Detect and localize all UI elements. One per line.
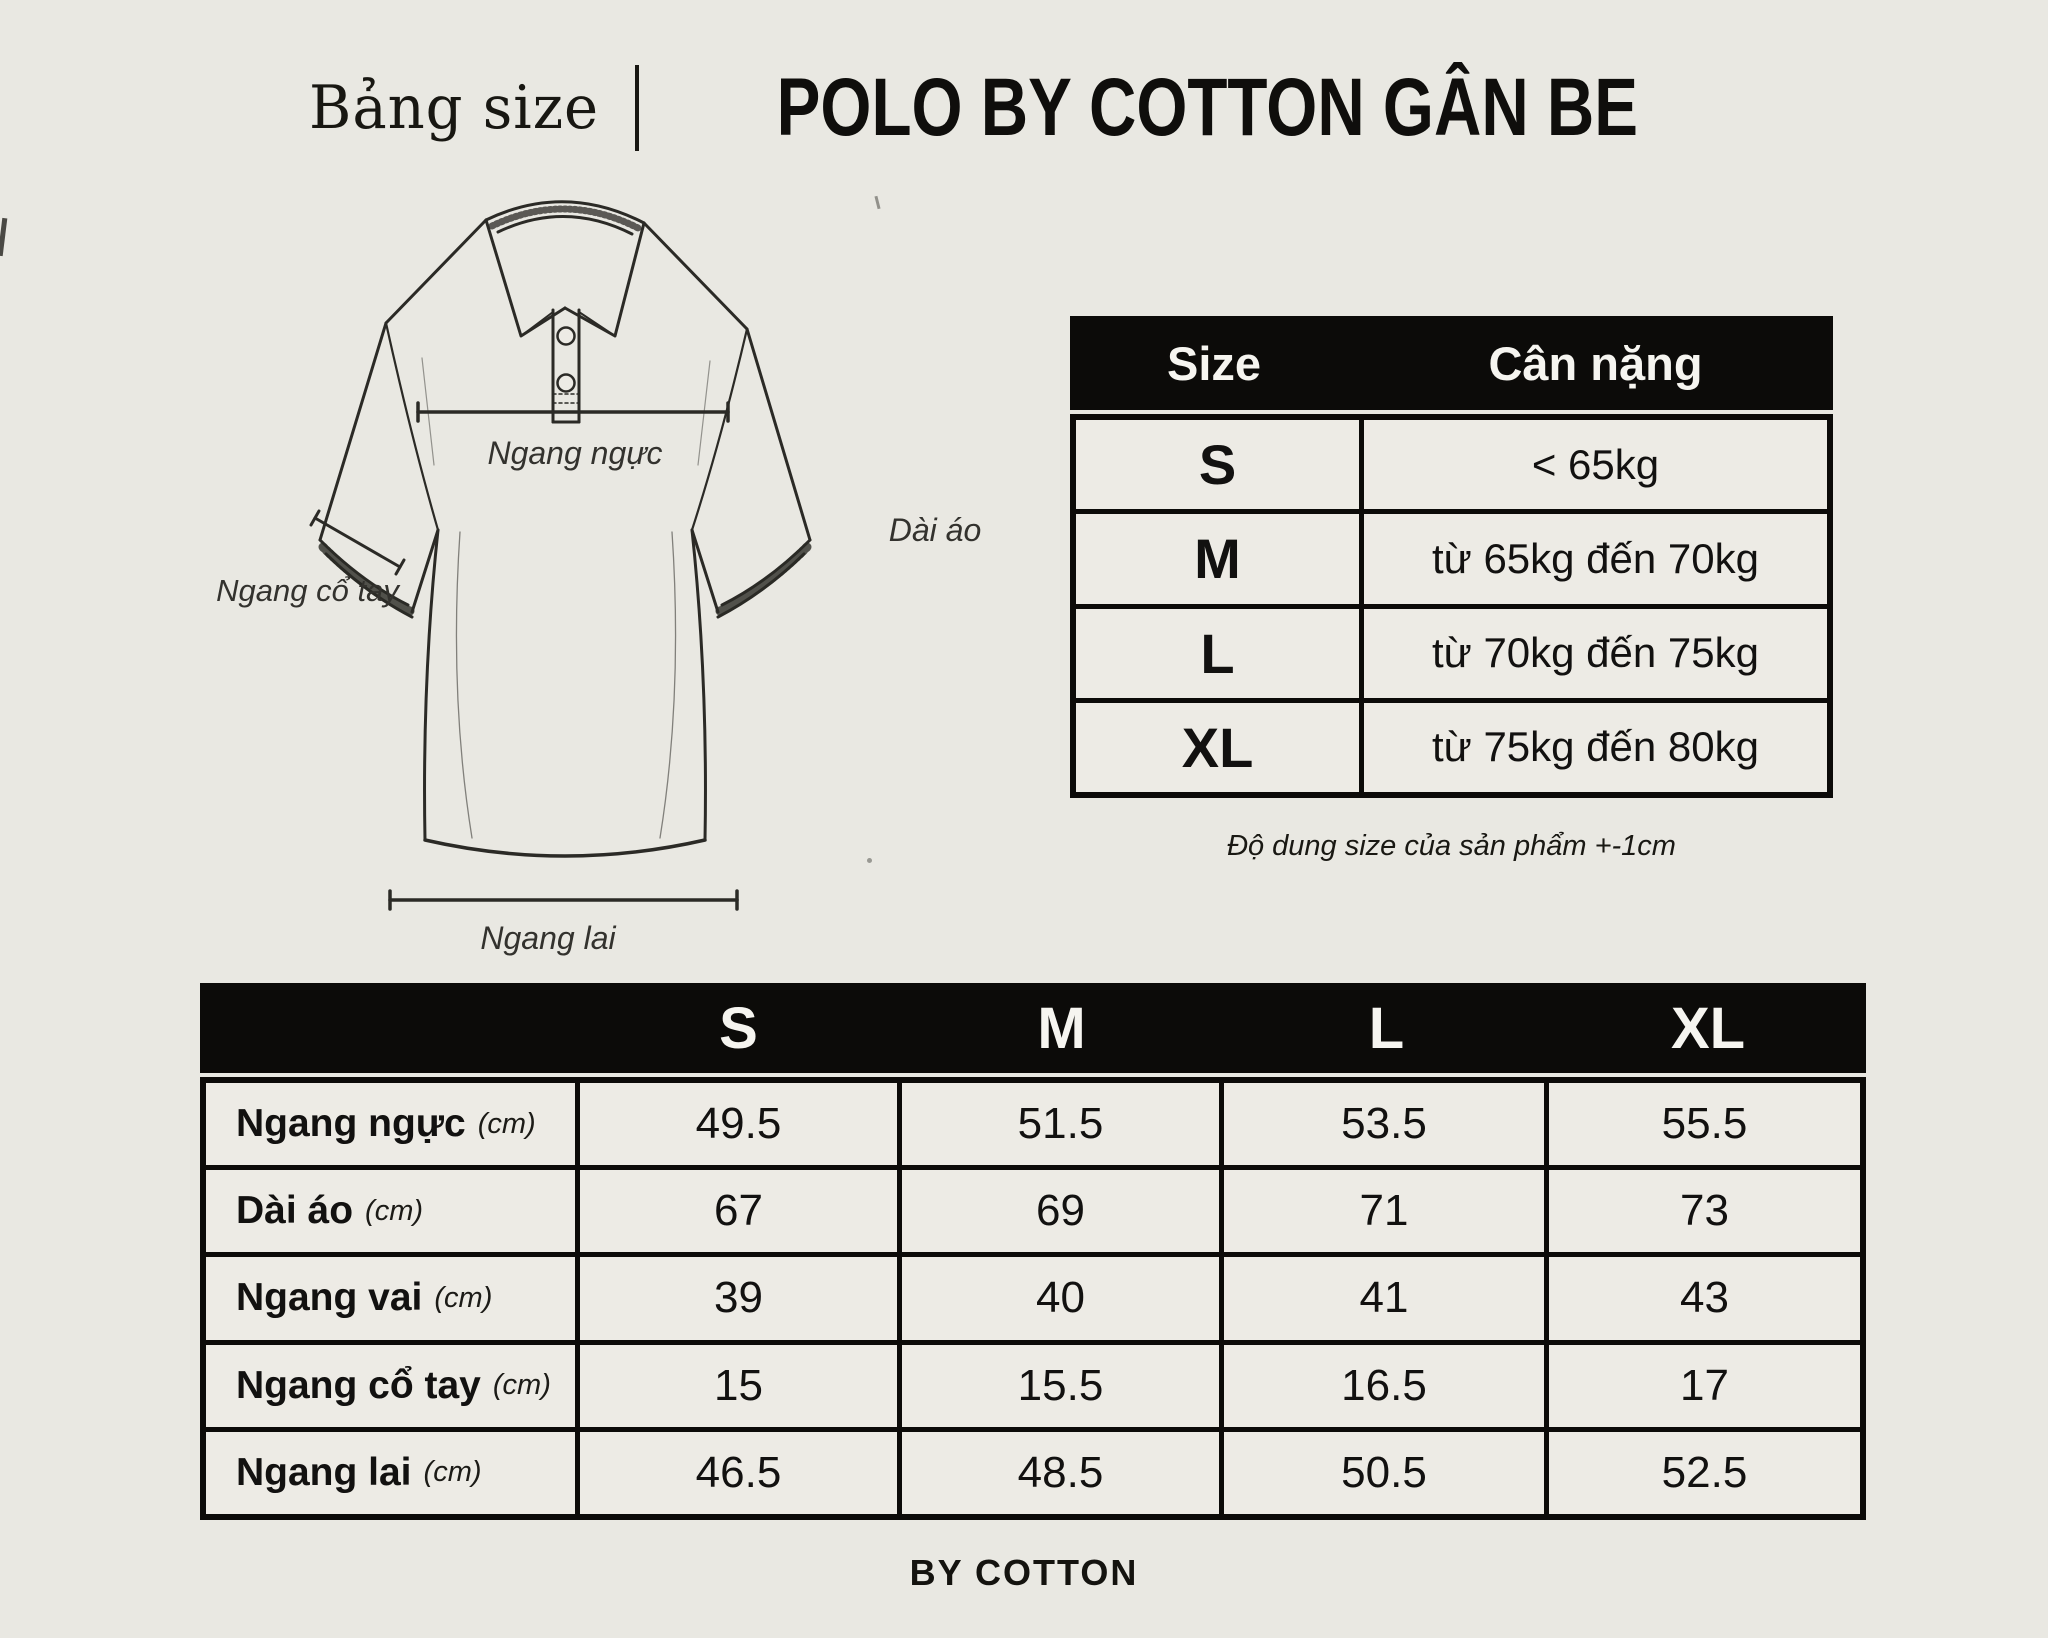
chest-measure-label: Ngang ngực [487, 435, 663, 471]
measure-value: 48.5 [902, 1431, 1219, 1514]
weight-table-header-size: Size [1166, 336, 1262, 390]
collar-inner [496, 215, 634, 236]
measure-unit: (cm) [434, 1281, 493, 1314]
sketch-artifact-dot [867, 858, 872, 863]
measure-value: 53.5 [1224, 1083, 1544, 1166]
collar-to-placket-left [520, 311, 554, 337]
crease-left [455, 531, 473, 839]
measure-value: 41 [1224, 1257, 1544, 1340]
measure-value: 17 [1549, 1344, 1860, 1427]
weight-row-value: < 65kg [1364, 420, 1827, 510]
measure-value: 51.5 [902, 1083, 1219, 1166]
armhole-right [690, 327, 749, 532]
measure-name: Ngang vai [236, 1276, 423, 1320]
size-table-header-s: S [719, 995, 758, 1061]
weight-row-value: từ 65kg đến 70kg [1364, 514, 1827, 604]
weight-row-size: XL [1076, 702, 1359, 792]
title-divider [634, 65, 639, 151]
measure-value: 69 [902, 1170, 1219, 1253]
measure-unit: (cm) [477, 1107, 536, 1140]
collar-right-flap [563, 221, 646, 338]
size-table-header-xl: XL [1670, 995, 1746, 1061]
cuff-measure-tick-start [309, 509, 321, 527]
measure-value: 39 [580, 1257, 897, 1340]
size-table: Ngang ngực (cm) 49.5 51.5 53.5 55.5 Dài … [200, 1077, 1866, 1520]
title-serif-text: Bảng size [308, 73, 599, 143]
cuff-right-rib [715, 542, 812, 616]
measure-value: 73 [1549, 1170, 1860, 1253]
measure-row-label: Dài áo (cm) [206, 1170, 575, 1253]
sketch-artifact-tick [874, 195, 881, 210]
measure-unit: (cm) [423, 1456, 482, 1489]
button-bottom [556, 373, 576, 393]
weight-table-header-weight: Cân nặng [1488, 336, 1703, 390]
brand-footer: BY COTTON [909, 1552, 1139, 1593]
weight-row-size: S [1076, 420, 1359, 510]
weight-row-value: từ 70kg đến 75kg [1364, 608, 1827, 698]
measure-name: Ngang lai [236, 1450, 412, 1494]
measure-name: Dài áo [236, 1189, 354, 1233]
collar-outer [484, 200, 646, 225]
weight-row-size: L [1076, 608, 1359, 698]
measure-value: 67 [580, 1170, 897, 1253]
cuff-right-line1 [720, 538, 812, 607]
title-product-name: POLO BY COTTON GÂN BE [776, 62, 1638, 153]
hem-measure-label: Ngang lai [480, 920, 616, 956]
measure-value: 15 [580, 1344, 897, 1427]
size-table-header: S M L XL [200, 983, 1866, 1073]
crease-right [659, 531, 677, 839]
cuff-measure-line [313, 516, 402, 569]
button-top [556, 326, 576, 346]
measure-row-label: Ngang lai (cm) [206, 1431, 575, 1514]
sketch-artifact-edge [0, 217, 8, 257]
measure-value: 43 [1549, 1257, 1860, 1340]
measure-value: 71 [1224, 1170, 1544, 1253]
body-side-left [423, 528, 440, 842]
polo-shirt-illustration [309, 200, 812, 911]
measure-value: 15.5 [902, 1344, 1219, 1427]
weight-row-size: M [1076, 514, 1359, 604]
measure-row-label: Ngang cổ tay (cm) [206, 1344, 575, 1427]
size-table-header-l: L [1368, 995, 1405, 1061]
weight-row-value: từ 75kg đến 80kg [1364, 702, 1827, 792]
size-table-header-m: M [1037, 995, 1086, 1061]
measure-unit: (cm) [492, 1369, 551, 1402]
sleeve-right-outer [745, 327, 812, 542]
measure-name: Ngang cổ tay [236, 1363, 481, 1407]
measure-unit: (cm) [365, 1194, 424, 1227]
measure-value: 49.5 [580, 1083, 897, 1166]
shoulder-left [384, 218, 488, 325]
armhole-left [384, 321, 440, 532]
weight-table: S < 65kg M từ 65kg đến 70kg L từ 70kg đế… [1070, 414, 1833, 798]
weight-table-header: Size Cân nặng [1070, 316, 1833, 410]
measure-value: 16.5 [1224, 1344, 1544, 1427]
measure-row-label: Ngang ngực (cm) [206, 1083, 575, 1166]
measure-name: Ngang ngực [236, 1102, 466, 1146]
underarm-left [410, 528, 440, 614]
measure-value: 55.5 [1549, 1083, 1860, 1166]
cuff-measure-label: Ngang cổ tay [216, 573, 399, 608]
measure-row-label: Ngang vai (cm) [206, 1257, 575, 1340]
sleeve-left-outer [318, 321, 388, 542]
shoulder-right [642, 221, 749, 331]
measure-value: 46.5 [580, 1431, 897, 1514]
body-hem [423, 838, 707, 858]
tolerance-note: Độ dung size của sản phẩm +-1cm [1227, 830, 1676, 862]
underarm-right [690, 528, 720, 614]
page-title: Bảng size POLO BY COTTON GÂN BE [0, 58, 2048, 158]
body-side-right [690, 528, 707, 842]
cuff-left-rib [318, 542, 415, 616]
measure-value: 52.5 [1549, 1431, 1860, 1514]
collar-to-placket-right [578, 311, 616, 337]
length-measure-label: Dài áo [888, 512, 982, 548]
collar-rib [488, 205, 642, 232]
measure-value: 50.5 [1224, 1431, 1544, 1514]
cuff-measure-tick-end [394, 558, 406, 576]
measure-value: 40 [902, 1257, 1219, 1340]
